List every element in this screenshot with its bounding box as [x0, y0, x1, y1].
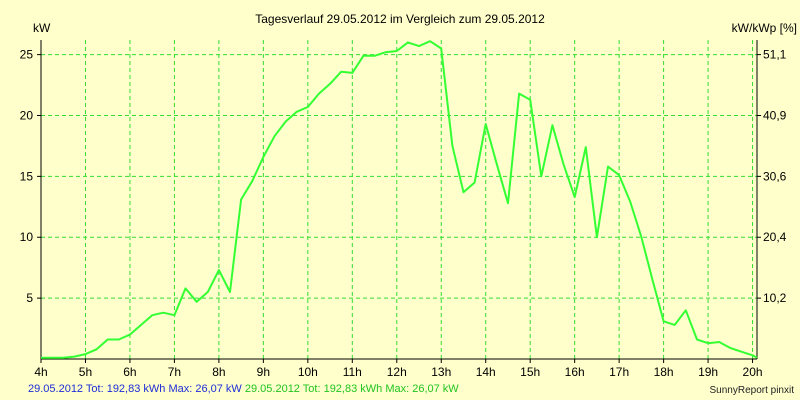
y-axis-label: kW [33, 21, 51, 35]
x-tick-label: 20h [743, 365, 763, 379]
plot-area [41, 40, 757, 359]
x-tick-label: 17h [609, 365, 629, 379]
y2-tick-label: 40,9 [763, 108, 787, 122]
x-tick-label: 8h [212, 365, 225, 379]
x-tick-label: 15h [520, 365, 540, 379]
y-tick-label: 10 [20, 230, 34, 244]
y2-axis-label: kW/kWp [%] [732, 21, 797, 35]
x-tick-label: 14h [476, 365, 496, 379]
x-tick-label: 16h [565, 365, 585, 379]
y2-tick-label: 10,2 [763, 291, 787, 305]
chart-title: Tagesverlauf 29.05.2012 im Vergleich zum… [255, 12, 545, 26]
y-tick-label: 5 [26, 291, 33, 305]
y-tick-label: 25 [20, 48, 34, 62]
series2-summary: 29.05.2012 Tot: 192,83 kWh Max: 26,07 kW [244, 383, 459, 395]
x-tick-label: 4h [34, 365, 47, 379]
x-tick-label: 7h [168, 365, 181, 379]
x-tick-label: 19h [698, 365, 718, 379]
x-tick-label: 10h [298, 365, 318, 379]
y-tick-label: 20 [20, 108, 34, 122]
y-tick-label: 15 [20, 169, 34, 183]
x-tick-label: 5h [79, 365, 92, 379]
x-tick-label: 12h [387, 365, 407, 379]
x-tick-label: 6h [123, 365, 136, 379]
chart-footer: 29.05.2012 Tot: 192,83 kWh Max: 26,07 kW… [28, 383, 459, 395]
x-tick-label: 13h [431, 365, 451, 379]
x-tick-label: 11h [343, 365, 362, 379]
series1-summary: 29.05.2012 Tot: 192,83 kWh Max: 26,07 kW [28, 383, 242, 395]
x-tick-label: 9h [257, 365, 270, 379]
y2-tick-label: 30,6 [763, 169, 787, 183]
series-line [41, 40, 758, 359]
x-tick-label: 18h [654, 365, 674, 379]
y2-tick-label: 51,1 [763, 48, 787, 62]
y2-tick-label: 20,4 [763, 230, 787, 244]
credit-label: SunnyReport pinxit [709, 385, 795, 396]
